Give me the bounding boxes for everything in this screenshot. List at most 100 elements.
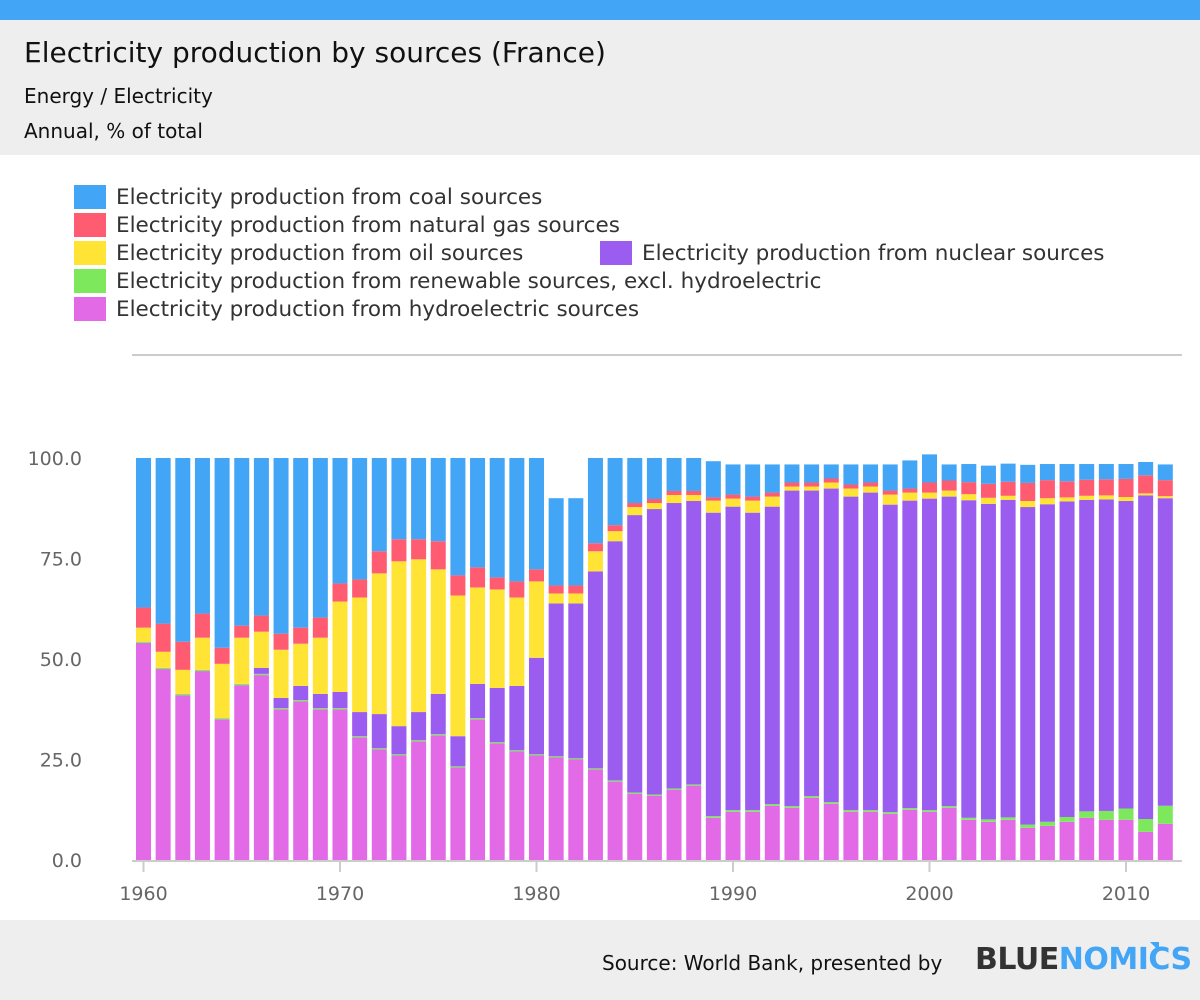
bar-segment-renewable[interactable] <box>587 768 603 770</box>
bar-segment-hydro[interactable] <box>273 709 289 860</box>
bar-segment-hydro[interactable] <box>646 795 662 860</box>
bar-segment-nuclear[interactable] <box>980 503 996 820</box>
bar-segment-oil[interactable] <box>823 482 839 489</box>
bar-segment-coal[interactable] <box>450 458 466 576</box>
bar-segment-natural-gas[interactable] <box>214 647 230 664</box>
bar-segment-hydro[interactable] <box>823 803 839 860</box>
bar-segment-natural-gas[interactable] <box>1039 480 1055 499</box>
bar-segment-nuclear[interactable] <box>1020 507 1036 825</box>
bar-segment-natural-gas[interactable] <box>568 585 584 594</box>
bar-segment-hydro[interactable] <box>764 805 780 860</box>
bar-segment-oil[interactable] <box>1059 497 1075 502</box>
bar-segment-natural-gas[interactable] <box>1079 479 1095 496</box>
bar-segment-hydro[interactable] <box>234 685 250 860</box>
bar-segment-hydro[interactable] <box>568 759 584 861</box>
bar-segment-renewable[interactable] <box>922 810 937 812</box>
bar-segment-nuclear[interactable] <box>273 697 289 709</box>
bar-segment-hydro[interactable] <box>686 785 702 860</box>
bar-segment-renewable[interactable] <box>214 718 230 720</box>
bar-segment-natural-gas[interactable] <box>136 607 151 628</box>
bar-segment-hydro[interactable] <box>1118 819 1134 860</box>
bar-segment-natural-gas[interactable] <box>273 633 289 650</box>
bar-segment-coal[interactable] <box>784 464 800 483</box>
bar-segment-coal[interactable] <box>430 458 446 542</box>
bar-segment-hydro[interactable] <box>1138 831 1154 860</box>
bar-segment-oil[interactable] <box>764 496 780 507</box>
bar-segment-oil[interactable] <box>863 486 879 493</box>
bar-segment-coal[interactable] <box>666 458 682 491</box>
bar-segment-natural-gas[interactable] <box>234 625 250 638</box>
bar-segment-oil[interactable] <box>1079 495 1095 500</box>
bar-segment-oil[interactable] <box>882 494 898 505</box>
bar-segment-oil[interactable] <box>529 581 544 658</box>
bar-segment-natural-gas[interactable] <box>489 577 505 590</box>
bar-segment-natural-gas[interactable] <box>1000 481 1016 496</box>
bar-segment-hydro[interactable] <box>332 709 348 860</box>
bar-segment-natural-gas[interactable] <box>411 539 427 560</box>
bar-segment-renewable[interactable] <box>902 808 918 810</box>
bar-segment-coal[interactable] <box>1079 464 1095 480</box>
bar-segment-nuclear[interactable] <box>509 685 525 751</box>
bar-segment-hydro[interactable] <box>941 807 957 860</box>
bar-segment-hydro[interactable] <box>253 675 269 860</box>
bar-segment-renewable[interactable] <box>136 641 151 643</box>
bar-segment-hydro[interactable] <box>411 741 427 860</box>
bar-segment-renewable[interactable] <box>627 792 643 794</box>
bar-segment-oil[interactable] <box>136 627 151 642</box>
bar-segment-renewable[interactable] <box>430 734 446 736</box>
bar-segment-oil[interactable] <box>234 637 250 684</box>
bar-segment-hydro[interactable] <box>293 701 309 860</box>
bar-segment-hydro[interactable] <box>1020 827 1036 860</box>
bar-segment-hydro[interactable] <box>902 809 918 860</box>
bar-segment-oil[interactable] <box>371 573 387 715</box>
bar-segment-coal[interactable] <box>882 464 898 491</box>
bar-segment-natural-gas[interactable] <box>509 581 525 598</box>
bar-segment-coal[interactable] <box>1000 463 1016 482</box>
bar-segment-natural-gas[interactable] <box>882 490 898 495</box>
bar-segment-nuclear[interactable] <box>391 726 407 755</box>
bar-segment-oil[interactable] <box>430 569 446 694</box>
bar-segment-nuclear[interactable] <box>823 488 839 803</box>
bar-segment-oil[interactable] <box>646 503 662 510</box>
bar-segment-renewable[interactable] <box>980 819 996 822</box>
legend-item-oil[interactable]: Electricity production from oil sources <box>74 240 523 266</box>
bar-segment-oil[interactable] <box>1118 496 1134 502</box>
bar-segment-natural-gas[interactable] <box>804 482 820 487</box>
bar-segment-nuclear[interactable] <box>568 603 584 759</box>
bar-segment-oil[interactable] <box>784 486 800 491</box>
bar-segment-renewable[interactable] <box>1039 821 1055 826</box>
bar-segment-natural-gas[interactable] <box>902 488 918 493</box>
bar-segment-oil[interactable] <box>273 649 289 698</box>
bar-segment-nuclear[interactable] <box>332 691 348 709</box>
bar-segment-natural-gas[interactable] <box>430 541 446 570</box>
bar-segment-natural-gas[interactable] <box>607 525 623 532</box>
bar-segment-hydro[interactable] <box>391 755 407 860</box>
bar-segment-nuclear[interactable] <box>764 506 780 805</box>
bar-segment-nuclear[interactable] <box>646 509 662 795</box>
bar-segment-oil[interactable] <box>1157 496 1173 499</box>
bar-segment-hydro[interactable] <box>587 769 603 860</box>
bar-segment-renewable[interactable] <box>1157 805 1173 824</box>
bar-segment-nuclear[interactable] <box>548 603 564 757</box>
bar-segment-oil[interactable] <box>509 597 525 686</box>
bar-segment-coal[interactable] <box>922 454 937 483</box>
bar-segment-renewable[interactable] <box>234 683 250 686</box>
bar-segment-coal[interactable] <box>470 458 486 568</box>
bar-segment-renewable[interactable] <box>352 736 368 738</box>
bar-segment-natural-gas[interactable] <box>745 496 761 501</box>
bar-segment-hydro[interactable] <box>214 719 230 860</box>
bar-segment-renewable[interactable] <box>273 708 289 710</box>
bar-segment-hydro[interactable] <box>705 817 721 860</box>
legend-item-renewable[interactable]: Electricity production from renewable so… <box>74 268 821 294</box>
bar-segment-oil[interactable] <box>214 663 230 719</box>
bar-segment-renewable[interactable] <box>843 810 859 812</box>
bar-segment-coal[interactable] <box>725 464 741 495</box>
bar-segment-hydro[interactable] <box>804 797 820 860</box>
bluenomics-logo[interactable]: BLUENOMICS <box>975 942 1192 977</box>
bar-segment-oil[interactable] <box>980 497 996 504</box>
bar-segment-renewable[interactable] <box>1138 818 1154 832</box>
legend-item-nuclear[interactable]: Electricity production from nuclear sour… <box>600 240 1105 266</box>
bar-segment-hydro[interactable] <box>1039 825 1055 860</box>
bar-segment-oil[interactable] <box>922 492 937 499</box>
bar-segment-natural-gas[interactable] <box>253 615 269 632</box>
